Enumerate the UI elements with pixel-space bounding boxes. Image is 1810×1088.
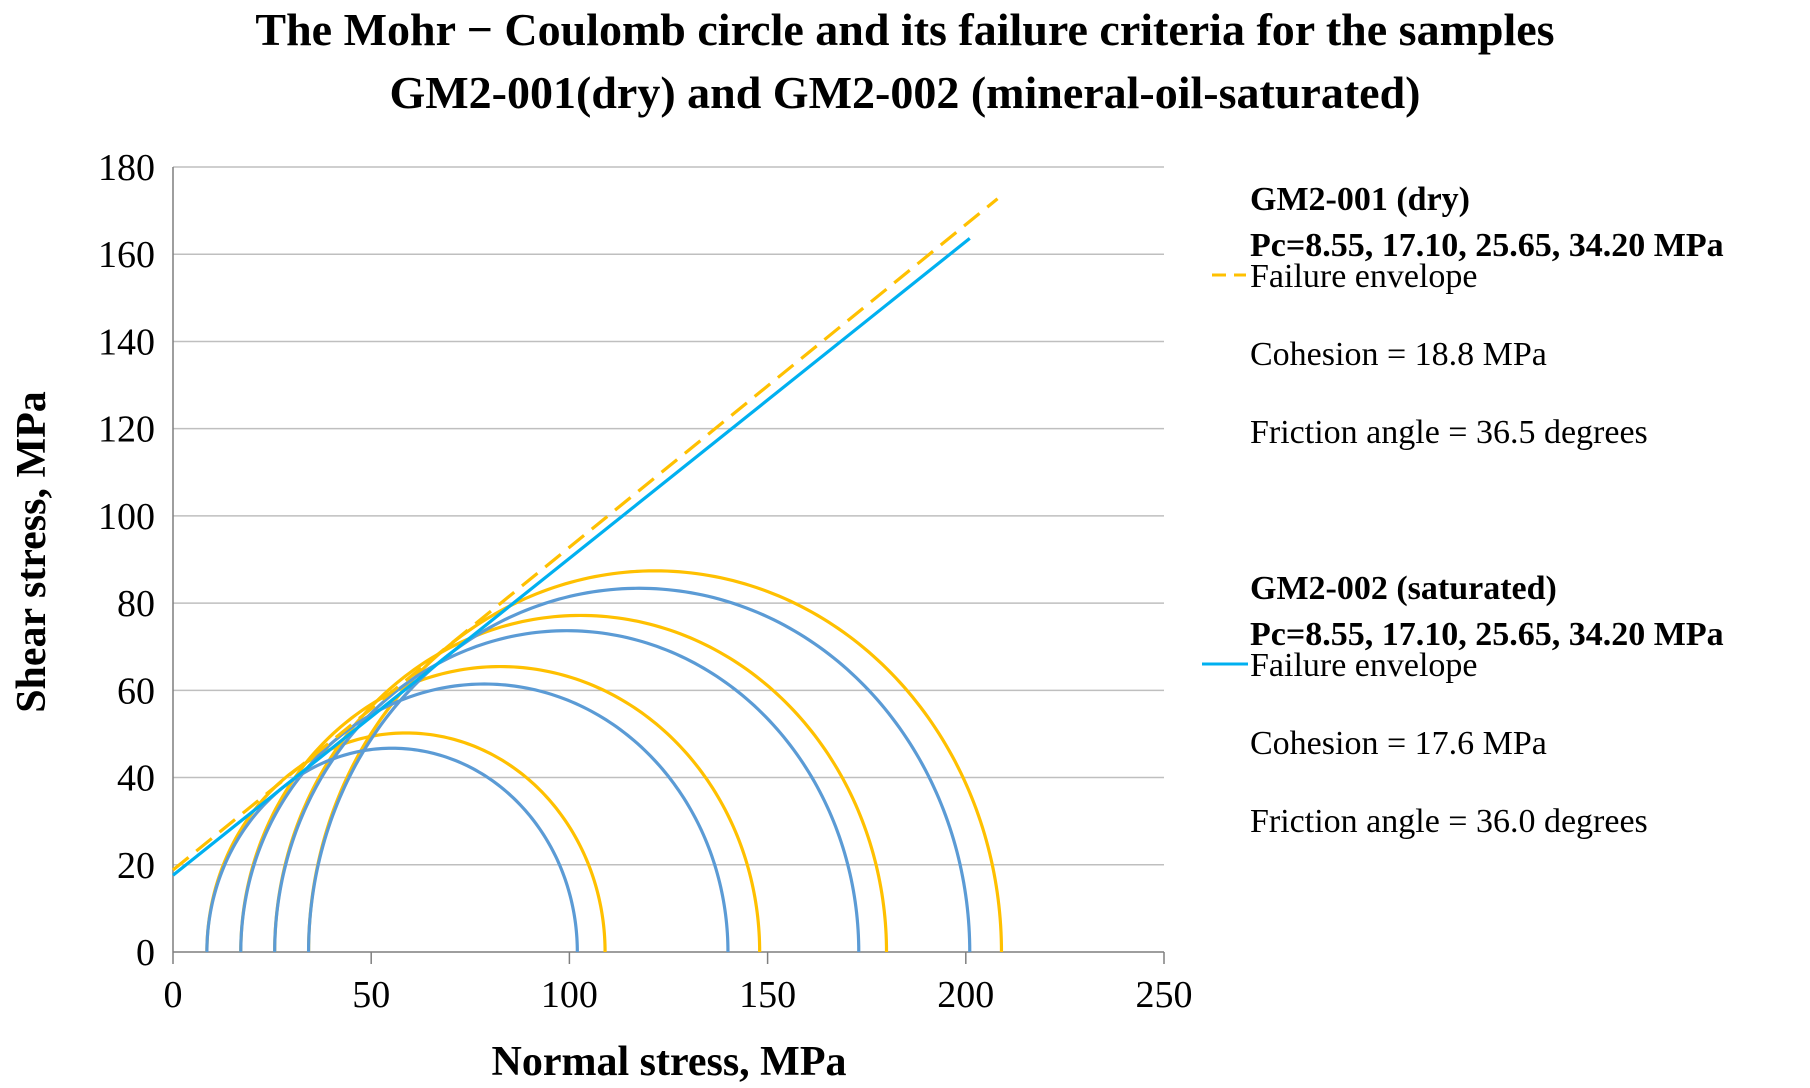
legend-dry-cohesion: Cohesion = 18.8 MPa xyxy=(1250,336,1547,373)
dry-mohr-circle-2 xyxy=(239,664,762,953)
saturated-mohr-circle-4 xyxy=(306,586,972,953)
legend-saturated-name: GM2-002 (saturated) xyxy=(1250,570,1557,607)
legend-saturated-friction: Friction angle = 36.0 degrees xyxy=(1250,803,1648,840)
y-tick-label: 160 xyxy=(98,234,155,276)
failure-envelopes xyxy=(171,197,999,877)
x-tick-label: 200 xyxy=(937,974,994,1016)
y-tick-label: 180 xyxy=(98,147,155,189)
legend-saturated-pressures: Pc=8.55, 17.10, 25.65, 34.20 MPa xyxy=(1250,616,1724,653)
x-tick-labels: 0 50 100 150 200 250 xyxy=(164,974,1193,1016)
x-tick-label: 100 xyxy=(541,974,598,1016)
y-axis-title: Shear stress, MPa xyxy=(9,391,55,713)
mohr-circles xyxy=(205,569,1004,953)
axes xyxy=(172,167,1165,964)
dry-failure-envelope xyxy=(171,197,999,872)
y-tick-label: 80 xyxy=(117,583,155,625)
legend-saturated-envelope-label: Failure envelope xyxy=(1250,647,1478,684)
legend-dry-envelope-label: Failure envelope xyxy=(1250,258,1478,295)
saturated-mohr-circle-2 xyxy=(239,682,730,953)
saturated-mohr-circle-3 xyxy=(273,629,861,953)
legend-dry: GM2-001 (dry) Pc=8.55, 17.10, 25.65, 34.… xyxy=(1212,181,1724,451)
dry-mohr-circle-3 xyxy=(273,613,889,953)
legend-saturated: GM2-002 (saturated) Pc=8.55, 17.10, 25.6… xyxy=(1202,570,1724,840)
legend-dry-friction: Friction angle = 36.5 degrees xyxy=(1250,414,1648,451)
legend-saturated-cohesion: Cohesion = 17.6 MPa xyxy=(1250,725,1547,762)
x-tick-label: 50 xyxy=(352,974,390,1016)
x-tick-label: 0 xyxy=(164,974,183,1016)
saturated-failure-envelope xyxy=(172,237,971,877)
y-tick-label: 100 xyxy=(98,496,155,538)
dry-mohr-circle-1 xyxy=(205,731,607,953)
chart-title-line-2: GM2-001(dry) and GM2-002 (mineral-oil-sa… xyxy=(389,67,1420,118)
grid xyxy=(173,166,1164,866)
x-axis-title: Normal stress, MPa xyxy=(492,1039,847,1085)
saturated-mohr-circle-1 xyxy=(205,746,579,953)
y-tick-label: 120 xyxy=(98,409,155,451)
y-tick-label: 60 xyxy=(117,670,155,712)
x-tick-label: 250 xyxy=(1136,974,1193,1016)
y-tick-label: 0 xyxy=(136,932,155,974)
y-tick-label: 40 xyxy=(117,758,155,800)
x-tick-label: 150 xyxy=(739,974,796,1016)
dry-mohr-circle-4 xyxy=(306,569,1004,953)
chart-title-line-1: The Mohr − Coulomb circle and its failur… xyxy=(255,4,1554,55)
y-tick-label: 140 xyxy=(98,321,155,363)
y-tick-label: 20 xyxy=(117,845,155,887)
y-tick-labels: 0 20 40 60 80 100 120 140 160 180 xyxy=(98,147,155,974)
legend-dry-name: GM2-001 (dry) xyxy=(1250,181,1470,218)
legend-dry-pressures: Pc=8.55, 17.10, 25.65, 34.20 MPa xyxy=(1250,227,1724,264)
